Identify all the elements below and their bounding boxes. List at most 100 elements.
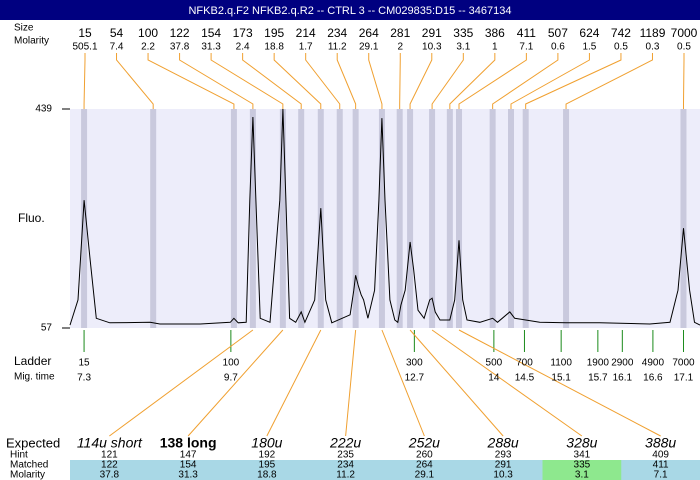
hint-value: 147 — [180, 450, 197, 461]
peak-molarity: 1 — [492, 42, 498, 53]
molarity-value: 18.8 — [257, 470, 277, 480]
peak-band — [456, 109, 463, 328]
hint-value: 235 — [337, 450, 354, 461]
y-axis-label: Fluo. — [18, 211, 45, 225]
peak-band — [378, 109, 385, 328]
ladder-label: Ladder — [14, 354, 51, 368]
ladder-time: 16.6 — [643, 373, 663, 384]
peak-size: 173 — [233, 26, 253, 40]
peak-link — [565, 53, 653, 109]
peak-molarity: 11.2 — [328, 42, 347, 53]
peak-molarity: 2.2 — [141, 42, 155, 53]
peak-band — [249, 109, 256, 328]
peak-size: 742 — [611, 26, 631, 40]
peak-size: 195 — [264, 26, 284, 40]
peak-size: 335 — [453, 26, 473, 40]
peak-size: 154 — [201, 26, 221, 40]
peak-molarity: 18.8 — [264, 42, 284, 53]
peak-link — [210, 53, 284, 109]
ladder-size: 7000 — [672, 358, 695, 369]
match-link — [187, 329, 284, 437]
expected-label: 114u short — [77, 435, 143, 451]
peak-link — [449, 53, 496, 109]
match-link — [381, 329, 425, 437]
peak-molarity: 505.1 — [72, 42, 97, 53]
ladder-time: 12.7 — [405, 373, 425, 384]
matched-value: 154 — [180, 460, 197, 471]
ladder-time: 17.1 — [674, 373, 694, 384]
peak-link — [83, 53, 86, 109]
peak-molarity: 7.4 — [110, 42, 124, 53]
ladder-size: 500 — [486, 358, 503, 369]
trace — [69, 108, 700, 326]
ladder-time: 15.7 — [588, 373, 608, 384]
y-tick-label: 439 — [35, 104, 52, 115]
peak-band — [446, 109, 453, 328]
matched-value: 122 — [101, 460, 118, 471]
matched-value: 411 — [653, 460, 669, 471]
hint-value: 293 — [495, 450, 512, 461]
match-link — [266, 329, 322, 437]
peak-link — [273, 53, 322, 109]
peak-link — [368, 53, 383, 109]
peak-band — [522, 109, 529, 328]
mig-time-label: Mig. time — [14, 372, 55, 383]
match-link — [409, 329, 504, 437]
peak-band — [680, 109, 687, 328]
ladder-time: 16.1 — [613, 373, 633, 384]
peak-link — [525, 53, 622, 109]
peak-band — [317, 109, 324, 328]
peak-band — [150, 109, 157, 328]
y-tick-label: 57 — [41, 323, 53, 334]
ladder-size: 1100 — [550, 358, 572, 369]
title-bar — [0, 0, 700, 20]
ladder-size: 2900 — [611, 358, 634, 369]
ladder-size: 100 — [223, 358, 240, 369]
peak-size: 122 — [170, 26, 190, 40]
peak-size: 386 — [485, 26, 505, 40]
size-row-label: Size — [14, 23, 34, 34]
peak-molarity: 29.1 — [359, 42, 379, 53]
peak-band — [81, 109, 88, 328]
peak-link — [458, 53, 527, 109]
expected-label: 222u — [329, 435, 361, 451]
ladder-time: 14 — [488, 373, 500, 384]
ladder-time: 15.1 — [551, 373, 571, 384]
molarity-value: 3.1 — [575, 470, 589, 480]
ladder-size: 700 — [516, 358, 533, 369]
molarity-row-label: Molarity — [14, 36, 49, 47]
hint-value: 409 — [652, 450, 669, 461]
molarity-value: 7.1 — [654, 470, 668, 480]
peak-molarity: 0.6 — [551, 42, 565, 53]
ladder-size: 300 — [406, 358, 423, 369]
peak-molarity: 1.5 — [582, 42, 596, 53]
peak-band — [489, 109, 496, 328]
molarity-value: 37.8 — [100, 470, 120, 480]
peak-molarity: 7.1 — [519, 42, 533, 53]
peak-size: 291 — [422, 26, 442, 40]
peak-size: 1189 — [640, 26, 666, 40]
peak-size: 214 — [296, 26, 316, 40]
ladder-time: 9.7 — [224, 373, 238, 384]
peak-size: 54 — [110, 26, 124, 40]
peak-band — [352, 109, 359, 328]
peak-molarity: 3.1 — [456, 42, 470, 53]
molarity-value: 31.3 — [178, 470, 198, 480]
hint-value: 260 — [416, 450, 433, 461]
peak-band — [429, 109, 436, 328]
ladder-time: 7.3 — [77, 373, 91, 384]
peak-molarity: 0.5 — [677, 42, 691, 53]
match-link — [345, 329, 357, 437]
hint-value: 192 — [259, 450, 276, 461]
expected-label: 138 long — [160, 435, 217, 451]
peak-size: 234 — [327, 26, 347, 40]
molarity-value: 10.3 — [493, 470, 513, 480]
peak-molarity: 2 — [397, 42, 403, 53]
peak-band — [563, 109, 570, 328]
expected-label: 180u — [251, 435, 282, 451]
peak-size: 507 — [548, 26, 568, 40]
match-link — [431, 329, 583, 437]
peak-molarity: 0.3 — [646, 42, 660, 53]
peak-link — [431, 53, 464, 109]
expected-label: 288u — [487, 435, 519, 451]
